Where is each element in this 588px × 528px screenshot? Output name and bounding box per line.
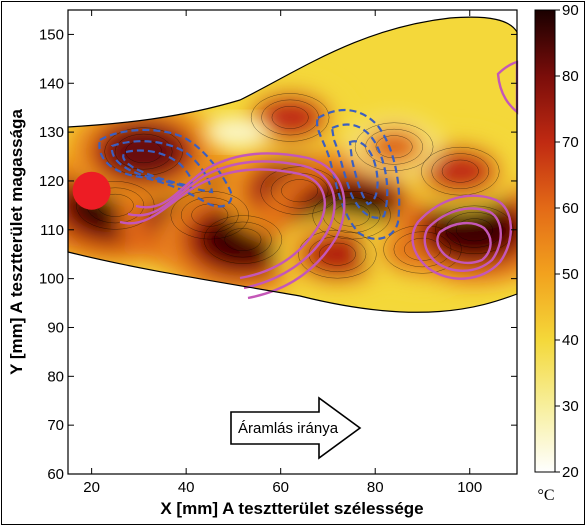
iso-line-2-0 bbox=[224, 228, 262, 252]
x-axis-ticks: 20 40 60 80 100 bbox=[83, 10, 482, 496]
colorbar-tick-label: 50 bbox=[562, 266, 579, 283]
y-tick-label: 150 bbox=[39, 26, 64, 43]
x-tick-label: 20 bbox=[83, 479, 100, 496]
region-outline bbox=[67, 16, 518, 313]
y-tick-label: 60 bbox=[47, 466, 64, 483]
hotspot-10-ring-2 bbox=[258, 97, 322, 138]
iso-line-9-2 bbox=[354, 122, 434, 172]
cold-contour-5 bbox=[348, 140, 379, 206]
colorbar-tick-label: 30 bbox=[562, 398, 579, 415]
iso-line-5-0 bbox=[318, 242, 356, 266]
colorbar-tick-label: 80 bbox=[562, 68, 579, 85]
hotspot-8-ring-2 bbox=[429, 151, 492, 192]
flow-arrow-shape bbox=[230, 396, 362, 460]
iso-line-8-0 bbox=[441, 159, 479, 183]
colorbar-tick-label: 90 bbox=[562, 2, 579, 19]
iso-line-8-2 bbox=[421, 146, 500, 196]
iso-line-7-0 bbox=[456, 218, 493, 242]
iso-line-7-1 bbox=[445, 211, 504, 248]
y-tick-label: 140 bbox=[39, 75, 64, 92]
cold-region bbox=[204, 118, 273, 147]
colorbar-tick-label: 70 bbox=[562, 134, 579, 151]
iso-line-8-1 bbox=[431, 153, 490, 190]
hotspot-9-ring-2 bbox=[369, 131, 419, 163]
warm-contour-5 bbox=[436, 221, 492, 265]
iso-line-3-0 bbox=[281, 179, 319, 203]
x-tick-label: 80 bbox=[367, 479, 384, 496]
hotspot-7-ring-2 bbox=[429, 200, 517, 259]
iso-line-10-0 bbox=[271, 106, 309, 129]
iso-line-2-1 bbox=[214, 221, 272, 258]
iso-line-10-2 bbox=[250, 93, 330, 142]
cold-contour-0 bbox=[98, 128, 233, 208]
y-axis-label: Y [mm] A tesztterület magassága bbox=[7, 109, 26, 375]
colorbar-unit: °C bbox=[537, 487, 554, 504]
y-tick-label: 110 bbox=[40, 222, 64, 239]
flow-arrow: Áramlás iránya bbox=[230, 396, 362, 460]
y-tick-label: 70 bbox=[47, 417, 64, 434]
iso-contours bbox=[76, 60, 519, 300]
warm-contour-1 bbox=[127, 160, 336, 290]
iso-line-6-1 bbox=[393, 231, 452, 268]
y-tick-label: 120 bbox=[39, 173, 64, 190]
iso-line-2-2 bbox=[203, 215, 283, 264]
x-tick-label: 100 bbox=[457, 479, 482, 496]
cold-contour-3 bbox=[316, 108, 401, 240]
iso-line-1-1 bbox=[180, 197, 239, 233]
y-tick-label: 100 bbox=[39, 271, 64, 288]
x-tick-label: 40 bbox=[178, 479, 195, 496]
warm-contour-4 bbox=[423, 207, 502, 272]
y-tick-label: 130 bbox=[39, 124, 64, 141]
iso-line-5-2 bbox=[298, 229, 377, 279]
iso-line-6-2 bbox=[383, 225, 462, 274]
source-marker bbox=[72, 171, 111, 210]
y-axis-ticks: 60 70 80 90 100 110 120 130 140 150 bbox=[39, 26, 517, 483]
cold-contour-4 bbox=[330, 123, 389, 219]
iso-line-11-1 bbox=[114, 133, 173, 170]
colorbar bbox=[534, 9, 556, 473]
colorbar-ticks: 20 30 40 50 60 70 80 90 bbox=[555, 2, 579, 481]
colorbar-tick-label: 20 bbox=[562, 464, 579, 481]
y-tick-label: 90 bbox=[47, 319, 64, 336]
colorbar-tick-label: 40 bbox=[562, 332, 579, 349]
flow-direction-label: Áramlás iránya bbox=[238, 420, 339, 437]
x-tick-label: 60 bbox=[272, 479, 289, 496]
iso-line-11-2 bbox=[104, 127, 183, 176]
warm-contour-3 bbox=[411, 194, 513, 280]
iso-line-11-0 bbox=[125, 140, 163, 164]
warm-contour-2 bbox=[135, 152, 346, 300]
warm-contour-0 bbox=[119, 168, 326, 280]
x-axis-label: X [mm] A tesztterület szélessége bbox=[160, 499, 423, 518]
y-tick-label: 80 bbox=[47, 368, 64, 385]
cold-contour-1 bbox=[110, 140, 214, 194]
iso-line-3-2 bbox=[260, 166, 339, 215]
colorbar-tick-label: 60 bbox=[562, 200, 579, 217]
hotspot-5-ring-2 bbox=[304, 233, 371, 276]
plot-frame bbox=[67, 9, 518, 475]
